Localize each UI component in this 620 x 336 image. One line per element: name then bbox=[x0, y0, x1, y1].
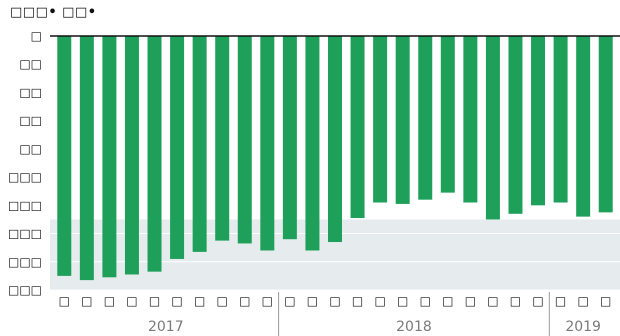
bar bbox=[147, 36, 162, 272]
bar bbox=[598, 36, 613, 213]
x-tick-label: □ bbox=[126, 294, 137, 308]
year-label: 2017 bbox=[148, 319, 184, 335]
y-tick-label: □□ bbox=[19, 57, 42, 71]
year-label: 2018 bbox=[396, 319, 432, 335]
bar bbox=[328, 36, 342, 243]
y-tick-label: □□□ bbox=[8, 227, 42, 241]
bar bbox=[79, 36, 94, 281]
y-tick-label: □ bbox=[31, 29, 42, 43]
bar bbox=[373, 36, 388, 203]
y-tick-label: □□□ bbox=[8, 283, 42, 297]
bar bbox=[508, 36, 523, 214]
x-tick-label: □ bbox=[465, 294, 476, 308]
x-tick-label: □ bbox=[442, 294, 453, 308]
year-label: 2019 bbox=[565, 319, 601, 335]
bar bbox=[440, 36, 455, 193]
bar bbox=[102, 36, 117, 278]
x-tick-label: □ bbox=[352, 294, 363, 308]
x-tick-label: □ bbox=[104, 294, 115, 308]
bar bbox=[463, 36, 478, 203]
x-tick-label: □ bbox=[59, 294, 70, 308]
x-tick-label: □ bbox=[397, 294, 408, 308]
x-tick-label: □ bbox=[194, 294, 205, 308]
y-tick-label: □□ bbox=[19, 114, 42, 128]
x-tick-label: □ bbox=[149, 294, 160, 308]
x-tick-label: □ bbox=[600, 294, 611, 308]
bar bbox=[350, 36, 365, 219]
x-tick-label: □ bbox=[217, 294, 228, 308]
x-tick-label: □ bbox=[374, 294, 385, 308]
bar bbox=[215, 36, 230, 241]
unit-label: □□□• □□• bbox=[10, 5, 97, 20]
x-tick-label: □ bbox=[81, 294, 92, 308]
x-tick-label: □ bbox=[577, 294, 588, 308]
y-tick-label: □□□ bbox=[8, 255, 42, 269]
x-tick-label: □ bbox=[262, 294, 273, 308]
bar bbox=[576, 36, 591, 217]
bar bbox=[553, 36, 568, 203]
bar bbox=[57, 36, 72, 276]
bar bbox=[418, 36, 433, 200]
bar bbox=[305, 36, 320, 251]
x-tick-label: □ bbox=[239, 294, 250, 308]
x-tick-label: □ bbox=[171, 294, 182, 308]
bar bbox=[485, 36, 500, 220]
x-tick-label: □ bbox=[555, 294, 566, 308]
x-tick-label: □ bbox=[307, 294, 318, 308]
x-tick-label: □ bbox=[510, 294, 521, 308]
y-tick-label: □□ bbox=[19, 142, 42, 156]
y-tick-label: □□ bbox=[19, 85, 42, 99]
bar bbox=[531, 36, 546, 206]
y-tick-label: □□□ bbox=[8, 170, 42, 184]
x-tick-label: □ bbox=[284, 294, 295, 308]
x-tick-label: □ bbox=[329, 294, 340, 308]
bar bbox=[170, 36, 185, 259]
x-tick-label: □ bbox=[420, 294, 431, 308]
bar bbox=[124, 36, 139, 275]
bar bbox=[395, 36, 410, 204]
x-tick-label: □ bbox=[487, 294, 498, 308]
bar bbox=[260, 36, 275, 251]
bar bbox=[237, 36, 252, 244]
bar bbox=[282, 36, 297, 240]
y-tick-label: □□□ bbox=[8, 198, 42, 212]
x-tick-label: □ bbox=[532, 294, 543, 308]
bar bbox=[192, 36, 207, 252]
